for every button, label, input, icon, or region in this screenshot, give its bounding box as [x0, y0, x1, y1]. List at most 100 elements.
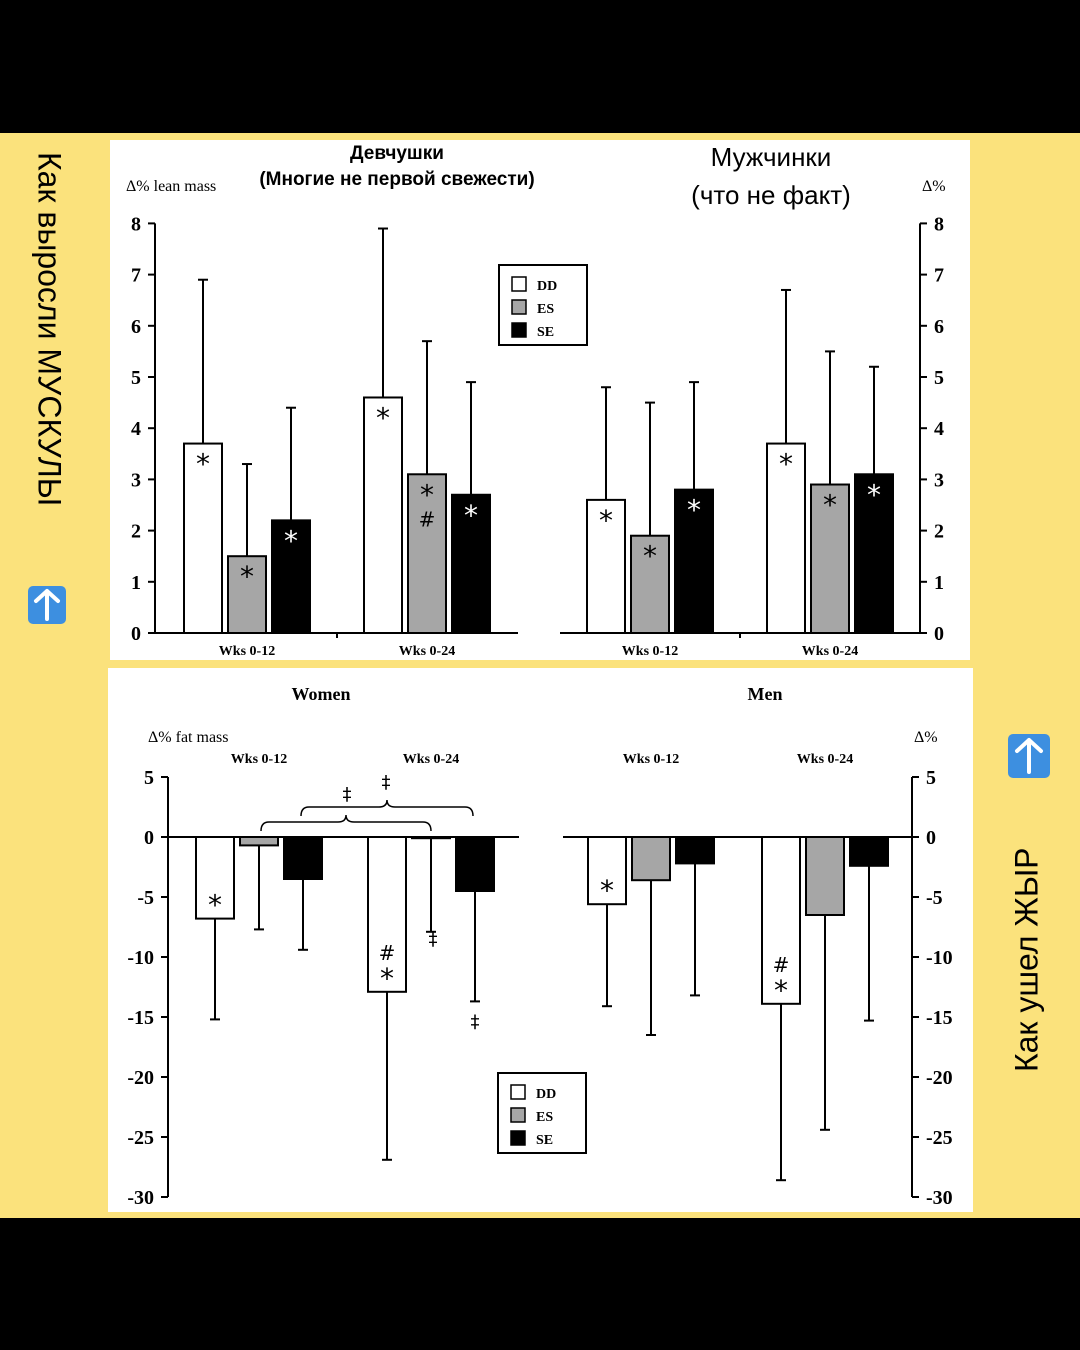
comparison-bracket-0-24 — [300, 799, 474, 817]
bar-se — [674, 488, 714, 635]
legend-label-es: ES — [537, 302, 554, 317]
right-caption-text: Как ушел ЖЫР — [1008, 847, 1044, 1072]
y-tick-label-right: 4 — [934, 418, 944, 440]
x-group-label: Wks 0-12 — [622, 644, 678, 659]
bar-es — [631, 836, 671, 882]
lean-ylabel-left: Δ% lean mass — [126, 178, 216, 195]
bar-se — [271, 519, 311, 634]
y-tick-label-right: 7 — [934, 265, 944, 287]
legend-label-dd: DD — [537, 279, 557, 294]
left-side-caption: Как выросли МУСКУЛЫ — [32, 152, 68, 506]
y-tick-label-left: 0 — [131, 623, 141, 645]
bar-es — [411, 836, 451, 840]
comparison-bracket-0-12 — [260, 814, 432, 832]
fat-ylabel-left: Δ% fat mass — [148, 729, 229, 746]
x-group-label: Wks 0-12 — [219, 644, 275, 659]
bar-es — [227, 555, 267, 635]
significance-mark: * — [420, 478, 434, 511]
significance-mark: * — [208, 889, 222, 922]
bar-dd — [761, 836, 801, 1005]
y-tick-label-right: -30 — [926, 1187, 953, 1209]
significance-mark: # — [379, 941, 396, 965]
x-group-label: Wks 0-24 — [797, 752, 853, 767]
y-tick-label-left: -20 — [127, 1067, 154, 1089]
women-annotation-line2: (Многие не первой свежести) — [259, 169, 534, 190]
left-caption-text: Как выросли МУСКУЛЫ — [32, 152, 68, 506]
y-tick-label-right: 5 — [934, 367, 944, 389]
significance-mark: * — [643, 540, 657, 573]
y-tick-label-left: 3 — [131, 469, 141, 491]
x-group-label: Wks 0-12 — [231, 752, 287, 767]
y-tick-label-right: -20 — [926, 1067, 953, 1089]
y-tick-label-right: 0 — [926, 827, 936, 849]
men-annotation-line1: Мужчинки — [711, 142, 832, 172]
y-tick-label-left: -10 — [127, 947, 154, 969]
y-tick-label-left: 6 — [131, 316, 141, 338]
right-side-caption: Как ушел ЖЫР — [1008, 847, 1044, 1072]
bar-dd — [766, 442, 806, 634]
y-tick-label-left: 8 — [131, 213, 141, 235]
y-tick-label-right: 1 — [934, 572, 944, 594]
significance-mark: * — [774, 974, 788, 1007]
y-tick-label-right: 3 — [934, 469, 944, 491]
significance-mark: * — [867, 478, 881, 511]
bracket-mark: ‡ — [382, 772, 391, 793]
significance-mark: * — [376, 401, 390, 434]
bar-se — [675, 836, 715, 865]
y-tick-label-left: -15 — [127, 1007, 154, 1029]
women-annotation-line1: Девчушки — [350, 143, 444, 164]
bar-dd — [586, 498, 626, 634]
men-annotation-line2: (что не факт) — [691, 180, 851, 210]
legend-label-se: SE — [537, 325, 554, 340]
bar-es — [407, 473, 447, 634]
bar-dd — [195, 836, 235, 920]
legend-swatch-se — [510, 1130, 526, 1146]
fat-title-women: Women — [291, 684, 350, 704]
legend-swatch-es — [511, 299, 527, 315]
significance-mark: * — [196, 448, 210, 481]
bar-se — [854, 473, 894, 634]
bar-es — [239, 836, 279, 847]
y-tick-label-right: 0 — [934, 623, 944, 645]
lean-ylabel-right: Δ% — [922, 178, 946, 195]
y-tick-label-right: -5 — [926, 887, 943, 909]
bar-es — [805, 836, 845, 916]
y-tick-label-right: -15 — [926, 1007, 953, 1029]
bar-dd — [367, 836, 407, 993]
bar-se — [451, 493, 491, 635]
fat-ylabel-right: Δ% — [914, 729, 938, 746]
y-tick-label-right: 8 — [934, 213, 944, 235]
legend-label-se: SE — [536, 1133, 553, 1148]
y-tick-label-left: 0 — [144, 827, 154, 849]
up-arrow-icon — [1008, 734, 1050, 778]
double-dagger-mark: ‡ — [471, 1011, 480, 1032]
x-group-label: Wks 0-12 — [623, 752, 679, 767]
bar-dd — [363, 396, 403, 635]
significance-mark: * — [599, 504, 613, 537]
bar-se — [849, 836, 889, 867]
legend-swatch-se — [511, 322, 527, 338]
bar-se — [283, 836, 323, 880]
legend-swatch-dd — [511, 276, 527, 292]
x-group-label: Wks 0-24 — [399, 644, 455, 659]
significance-mark: # — [419, 507, 436, 531]
x-group-label: Wks 0-24 — [802, 644, 858, 659]
legend-label-es: ES — [536, 1110, 553, 1125]
y-tick-label-right: 5 — [926, 767, 936, 789]
significance-mark: * — [284, 524, 298, 557]
significance-mark: * — [600, 874, 614, 907]
up-arrow-icon — [28, 586, 66, 624]
y-tick-label-left: -25 — [127, 1127, 154, 1149]
legend-label-dd: DD — [536, 1087, 556, 1102]
x-group-label: Wks 0-24 — [403, 752, 459, 767]
bar-es — [810, 483, 850, 634]
y-tick-label-left: 5 — [144, 767, 154, 789]
bracket-mark: ‡ — [343, 784, 352, 805]
y-tick-label-left: -5 — [137, 887, 154, 909]
y-tick-label-left: 7 — [131, 265, 141, 287]
y-tick-label-left: -30 — [127, 1187, 154, 1209]
bar-es — [630, 534, 670, 634]
significance-mark: * — [823, 489, 837, 522]
